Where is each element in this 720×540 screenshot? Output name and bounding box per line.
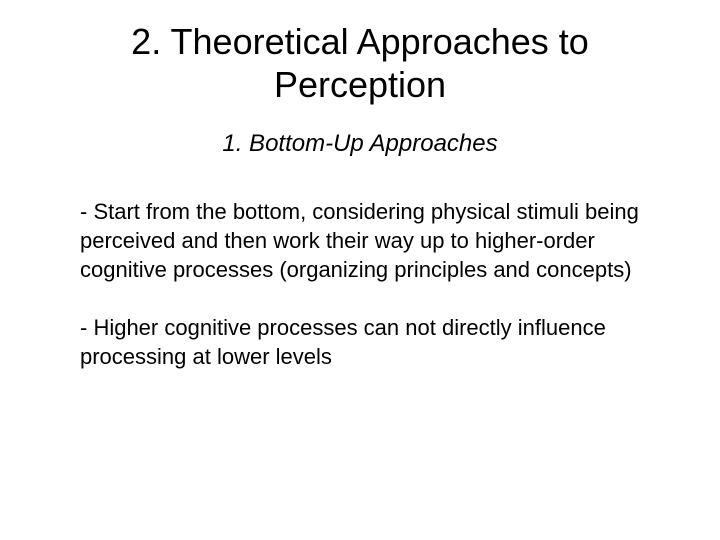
slide-title: 2. Theoretical Approaches to Perception (60, 20, 660, 106)
slide-container: 2. Theoretical Approaches to Perception … (0, 0, 720, 540)
slide-subtitle: 1. Bottom-Up Approaches (60, 130, 660, 158)
paragraph-2: - Higher cognitive processes can not dir… (80, 314, 660, 371)
paragraph-1: - Start from the bottom, considering phy… (80, 198, 660, 284)
